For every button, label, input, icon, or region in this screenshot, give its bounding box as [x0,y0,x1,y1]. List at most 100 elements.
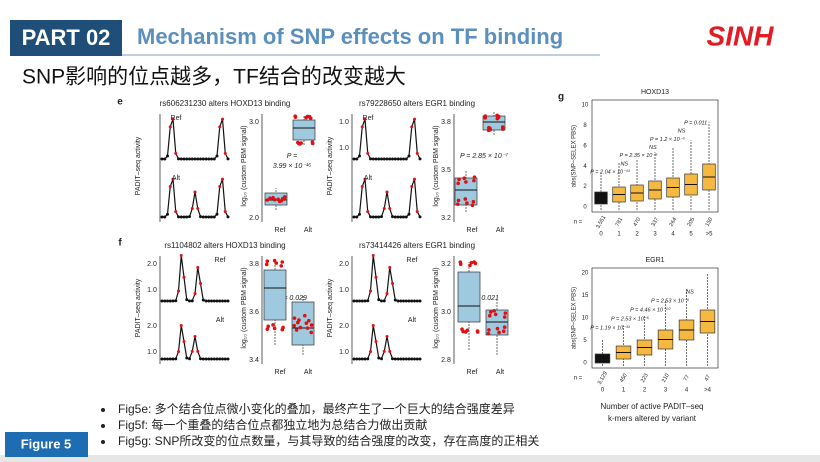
tick-label: 3.8 [249,261,259,268]
trace-dot [410,299,414,303]
point [456,181,460,186]
point [302,313,307,318]
trace-dot [171,177,175,181]
trace-dot [174,299,178,303]
trace-dot [404,299,408,303]
bullet-text: Fig5e: 多个结合位点微小变化的叠加，最终产生了一个巨大的结合强度差异 [118,401,515,416]
trace-dot [402,157,405,161]
trace-dot [226,215,230,219]
point [264,262,269,267]
trace-dot [207,299,211,303]
trace-dot [415,151,419,155]
point [271,323,275,327]
trace-dot [371,323,375,327]
bullet-text: Fig5f: 每一个重叠的结合位点都独立地为总结合力做出贡献 [118,417,427,432]
trace-dot [177,289,180,293]
trace-dot [201,215,205,219]
axis-title: log₁₀ (custom PBM signal) [241,125,248,206]
tick-label: 1.0 [339,349,349,356]
count-label: 77 [683,374,691,382]
trace-dot [355,299,359,303]
point [489,310,493,314]
point [486,128,491,133]
category-label: 0 [601,388,605,394]
p-value: P = 0.029 [277,295,307,302]
trace-dot [177,215,180,219]
trace-dot [201,157,205,161]
trace-dot [218,357,222,361]
tick-label: 2.0 [339,323,349,330]
trace-dot [223,151,227,155]
trace-dot [221,177,224,181]
tick-label: 3.4 [249,357,259,364]
point [298,325,303,330]
trace-dot [410,125,414,129]
category-label: 3 [653,232,657,238]
tick-label: 3.6 [249,309,259,316]
trace-dot [196,157,200,161]
point [469,260,474,265]
tick-label: 1.0 [147,287,157,294]
tick-label: 1.0 [339,145,349,152]
bullet-dot [101,408,105,412]
point [272,258,277,263]
trace-dot [179,215,183,219]
ref-label: Ref [363,115,374,122]
trace-dot [177,157,180,161]
p-value: NS [620,161,628,167]
trace-dot [352,157,356,161]
trace-dot [377,215,381,219]
point [492,309,496,313]
trace-dot [374,157,378,161]
point [457,177,461,182]
point [272,197,277,202]
trace-dot [179,157,183,161]
trace-dot [199,357,202,361]
trace-dot [391,282,394,286]
category-label: 1 [617,232,621,238]
trace-dot [415,299,419,303]
trace-dot [163,157,167,161]
n-label: n = [574,220,583,226]
trace-dot [363,357,367,361]
logo: SINH [707,20,775,51]
panel-title: rs73414426 alters EGR1 binding [359,241,475,250]
trace-dot [385,292,389,296]
count-label: 470 [632,217,642,228]
point [471,199,476,204]
trace-dot [166,299,169,303]
trace-dot [212,215,216,219]
trace-dot [407,154,411,158]
tick-label: 2.0 [147,261,157,268]
point [276,197,280,202]
alt-label: Alt [172,175,180,182]
trace-dot [215,357,219,361]
trace-dot [163,299,167,303]
point [281,325,285,330]
point [465,201,469,205]
trace-dot [215,154,219,158]
tick-label: 3.5 [441,167,451,174]
trace-dot [196,207,200,211]
category-label: 2 [635,232,639,238]
trace-dot [196,349,200,353]
trace-dot [185,298,189,302]
trace-dot [380,215,383,219]
tick-label: 2.8 [441,357,451,364]
point [472,260,477,264]
trace-dot [160,299,164,303]
trace-dot [174,210,178,214]
trace-dot [377,356,381,360]
figure-label: Figure 5 [21,436,72,451]
panel-label: f [118,238,122,249]
plot-frame [591,267,719,369]
trace-dot [190,207,194,211]
trace-dot [185,157,189,161]
trace-dot [382,299,386,303]
trace-dot [393,357,397,361]
trace-dot [210,299,213,303]
p-value: P = 2.04 × 10⁻¹³ [590,169,630,175]
x-label: Alt [496,369,504,376]
trace-dot [199,215,202,219]
trace-dot [418,357,422,361]
